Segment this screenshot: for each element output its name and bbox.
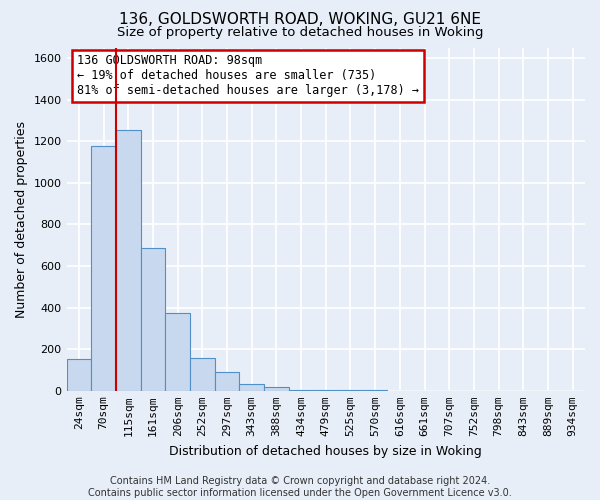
X-axis label: Distribution of detached houses by size in Woking: Distribution of detached houses by size … xyxy=(169,444,482,458)
Text: Size of property relative to detached houses in Woking: Size of property relative to detached ho… xyxy=(117,26,483,39)
Bar xyxy=(338,390,363,391)
Y-axis label: Number of detached properties: Number of detached properties xyxy=(15,120,28,318)
Bar xyxy=(165,313,190,391)
Bar xyxy=(239,384,264,391)
Bar xyxy=(215,372,239,391)
Bar xyxy=(116,130,140,391)
Text: Contains HM Land Registry data © Crown copyright and database right 2024.
Contai: Contains HM Land Registry data © Crown c… xyxy=(88,476,512,498)
Bar xyxy=(264,386,289,391)
Bar xyxy=(363,390,388,391)
Bar xyxy=(140,248,165,391)
Bar xyxy=(289,390,313,391)
Bar xyxy=(190,358,215,391)
Text: 136, GOLDSWORTH ROAD, WOKING, GU21 6NE: 136, GOLDSWORTH ROAD, WOKING, GU21 6NE xyxy=(119,12,481,28)
Bar xyxy=(313,390,338,391)
Text: 136 GOLDSWORTH ROAD: 98sqm
← 19% of detached houses are smaller (735)
81% of sem: 136 GOLDSWORTH ROAD: 98sqm ← 19% of deta… xyxy=(77,54,419,98)
Bar xyxy=(67,358,91,391)
Bar xyxy=(91,146,116,391)
